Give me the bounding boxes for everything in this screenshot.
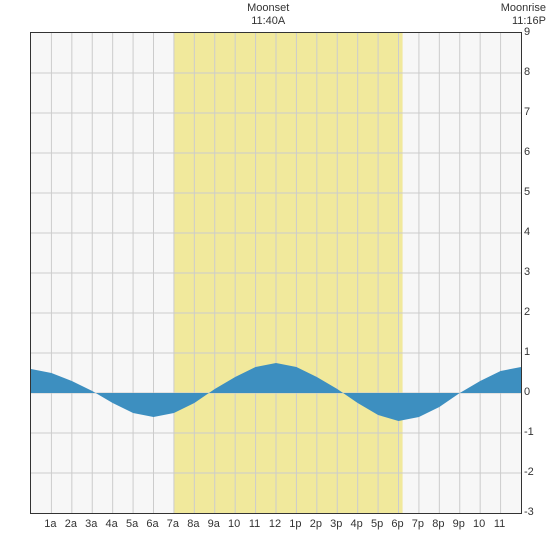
x-tick-label: 8a [187, 518, 199, 530]
x-tick-label: 6p [391, 518, 403, 530]
x-tick-label: 5p [371, 518, 383, 530]
y-tick-label: -3 [524, 506, 534, 518]
x-tick-label: 8p [432, 518, 444, 530]
x-tick-label: 9a [208, 518, 220, 530]
event-time: 11:40A [247, 15, 289, 28]
chart-svg [31, 33, 521, 513]
x-tick-label: 9p [453, 518, 465, 530]
x-tick-label: 3a [85, 518, 97, 530]
x-tick-label: 5a [126, 518, 138, 530]
y-tick-label: 7 [524, 106, 530, 118]
tide-chart-container: Moonset11:40AMoonrise11:16P -3-2-1012345… [0, 0, 550, 550]
x-tick-label: 4a [106, 518, 118, 530]
top-labels: Moonset11:40A Moonrise11:16P [0, 0, 550, 30]
y-tick-label: 5 [524, 186, 530, 198]
x-tick-label: 11 [494, 518, 505, 530]
y-tick-label: 2 [524, 306, 530, 318]
y-tick-label: 4 [524, 226, 530, 238]
x-tick-label: 2p [310, 518, 322, 530]
y-tick-label: 3 [524, 266, 530, 278]
x-tick-label: 2a [65, 518, 77, 530]
x-tick-label: 1a [44, 518, 56, 530]
y-tick-label: 6 [524, 146, 530, 158]
y-tick-label: 1 [524, 346, 530, 358]
moonrise-label: Moonrise11:16P [501, 2, 546, 28]
chart-plot-area [30, 32, 522, 514]
x-tick-label: 3p [330, 518, 342, 530]
x-tick-label: 12 [269, 518, 281, 530]
y-tick-label: 8 [524, 66, 530, 78]
x-tick-label: 7p [412, 518, 424, 530]
x-tick-label: 4p [351, 518, 363, 530]
x-tick-label: 11 [249, 518, 260, 530]
moonset-label: Moonset11:40A [247, 2, 289, 28]
x-tick-label: 10 [473, 518, 485, 530]
y-tick-label: 9 [524, 26, 530, 38]
y-tick-label: -2 [524, 466, 534, 478]
x-tick-label: 6a [146, 518, 158, 530]
y-tick-label: 0 [524, 386, 530, 398]
event-title: Moonset [247, 2, 289, 15]
x-tick-label: 7a [167, 518, 179, 530]
event-title: Moonrise [501, 2, 546, 15]
x-tick-label: 1p [289, 518, 301, 530]
y-tick-label: -1 [524, 426, 534, 438]
x-tick-label: 10 [228, 518, 240, 530]
